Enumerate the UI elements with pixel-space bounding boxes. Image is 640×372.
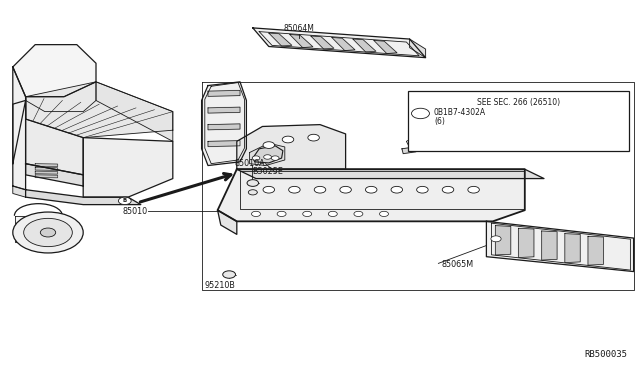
Circle shape bbox=[282, 136, 294, 143]
Polygon shape bbox=[15, 231, 62, 242]
Circle shape bbox=[308, 134, 319, 141]
Circle shape bbox=[13, 212, 83, 253]
Polygon shape bbox=[541, 231, 557, 260]
Text: (6): (6) bbox=[434, 117, 445, 126]
Polygon shape bbox=[253, 146, 283, 163]
Text: 85010: 85010 bbox=[122, 207, 147, 216]
Circle shape bbox=[40, 228, 56, 237]
Text: 95210B: 95210B bbox=[205, 281, 236, 290]
Bar bbox=[408, 91, 629, 151]
Polygon shape bbox=[35, 167, 58, 170]
Polygon shape bbox=[332, 38, 355, 51]
Polygon shape bbox=[237, 169, 544, 179]
Circle shape bbox=[391, 186, 403, 193]
Polygon shape bbox=[26, 82, 173, 138]
Circle shape bbox=[118, 197, 131, 205]
Polygon shape bbox=[269, 33, 292, 46]
Text: B: B bbox=[418, 109, 423, 118]
Text: B: B bbox=[123, 198, 127, 203]
Polygon shape bbox=[374, 41, 397, 54]
Text: 0B1B7-4302A: 0B1B7-4302A bbox=[434, 108, 486, 117]
Circle shape bbox=[328, 211, 337, 217]
Circle shape bbox=[491, 236, 501, 242]
Polygon shape bbox=[410, 39, 426, 58]
Circle shape bbox=[340, 186, 351, 193]
Circle shape bbox=[412, 108, 429, 119]
Polygon shape bbox=[290, 35, 313, 48]
Polygon shape bbox=[83, 138, 173, 197]
Text: RB500035: RB500035 bbox=[584, 350, 627, 359]
Polygon shape bbox=[26, 164, 83, 186]
Polygon shape bbox=[218, 169, 525, 221]
Circle shape bbox=[271, 156, 279, 160]
Polygon shape bbox=[26, 119, 83, 175]
Circle shape bbox=[365, 186, 377, 193]
Polygon shape bbox=[13, 100, 26, 190]
Circle shape bbox=[223, 271, 236, 278]
Polygon shape bbox=[35, 175, 58, 178]
Polygon shape bbox=[208, 107, 240, 113]
Polygon shape bbox=[15, 216, 62, 231]
Polygon shape bbox=[13, 67, 26, 164]
Circle shape bbox=[277, 211, 286, 217]
Circle shape bbox=[442, 186, 454, 193]
Circle shape bbox=[380, 211, 388, 217]
Polygon shape bbox=[208, 124, 240, 130]
Circle shape bbox=[252, 156, 260, 160]
Polygon shape bbox=[26, 190, 141, 205]
Polygon shape bbox=[353, 39, 376, 52]
Circle shape bbox=[468, 186, 479, 193]
Circle shape bbox=[24, 218, 72, 247]
Polygon shape bbox=[96, 82, 173, 141]
Circle shape bbox=[263, 142, 275, 148]
Circle shape bbox=[289, 186, 300, 193]
Text: SEE SEC. 266 (26510): SEE SEC. 266 (26510) bbox=[477, 98, 560, 107]
Text: 85010A: 85010A bbox=[235, 159, 266, 168]
Polygon shape bbox=[237, 125, 346, 169]
Polygon shape bbox=[208, 141, 240, 147]
Polygon shape bbox=[495, 226, 511, 255]
Polygon shape bbox=[311, 36, 334, 49]
Circle shape bbox=[303, 211, 312, 217]
Circle shape bbox=[247, 180, 259, 186]
Text: 85065M: 85065M bbox=[442, 260, 474, 269]
Polygon shape bbox=[218, 210, 237, 234]
Polygon shape bbox=[13, 186, 26, 197]
Text: 85064M: 85064M bbox=[284, 25, 314, 33]
Text: B5025E: B5025E bbox=[252, 167, 283, 176]
Polygon shape bbox=[35, 171, 58, 174]
Polygon shape bbox=[26, 82, 96, 112]
Polygon shape bbox=[208, 90, 240, 96]
Circle shape bbox=[417, 186, 428, 193]
Polygon shape bbox=[13, 45, 96, 97]
Polygon shape bbox=[486, 221, 634, 272]
Circle shape bbox=[264, 155, 271, 159]
Polygon shape bbox=[588, 236, 604, 265]
Polygon shape bbox=[565, 234, 580, 263]
Circle shape bbox=[248, 190, 257, 195]
Circle shape bbox=[354, 211, 363, 217]
Circle shape bbox=[263, 186, 275, 193]
Polygon shape bbox=[253, 28, 426, 58]
Polygon shape bbox=[250, 143, 285, 166]
Polygon shape bbox=[518, 228, 534, 257]
Polygon shape bbox=[202, 82, 246, 166]
Polygon shape bbox=[35, 164, 58, 167]
Polygon shape bbox=[402, 147, 416, 154]
Circle shape bbox=[314, 186, 326, 193]
Circle shape bbox=[252, 211, 260, 217]
